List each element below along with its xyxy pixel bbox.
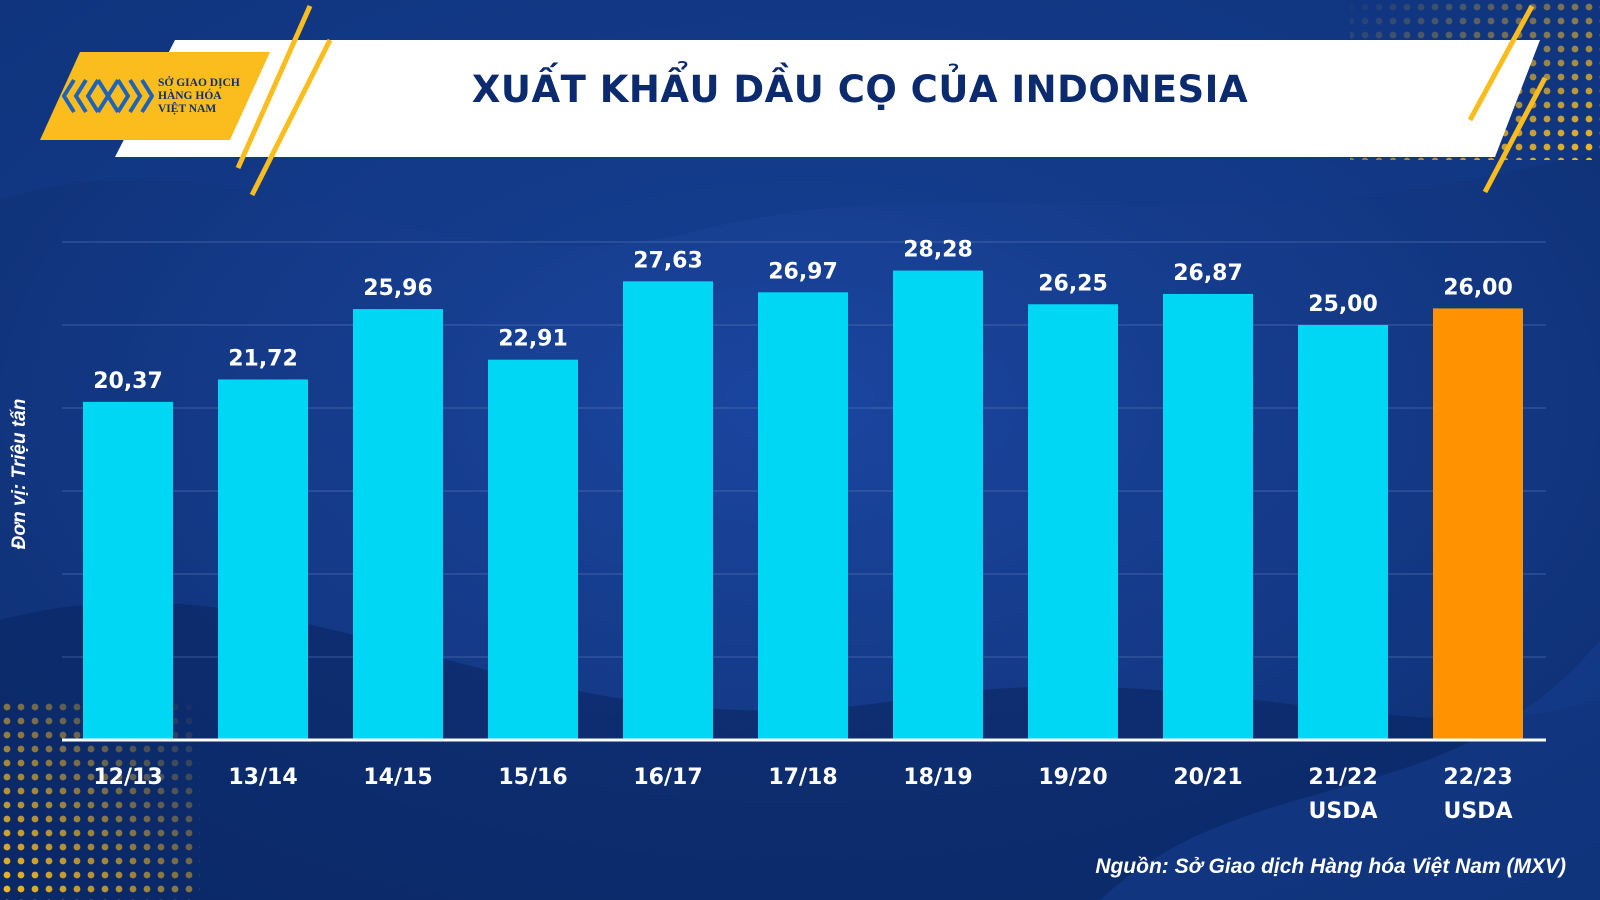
value-label: 28,28	[903, 238, 973, 263]
value-label: 25,96	[363, 276, 433, 301]
bar	[488, 359, 578, 740]
logo-yellow-panel	[40, 52, 270, 140]
bar	[1163, 293, 1253, 740]
value-label: 26,25	[1038, 271, 1108, 296]
category-label: 17/18	[768, 765, 837, 790]
mxv-logo: SỞ GIAO DỊCH HÀNG HÓA VIỆT NAM	[40, 52, 280, 140]
bar	[623, 281, 713, 740]
category-label: 22/23 USDA	[1443, 765, 1512, 824]
category-label: 16/17	[633, 765, 702, 790]
bar	[1433, 308, 1523, 740]
category-label: 13/14	[228, 765, 297, 790]
category-label: 12/13	[93, 765, 162, 790]
logo-chevron-icon	[62, 78, 154, 114]
value-label: 22,91	[498, 327, 568, 352]
category-labels: 12/13 13/14 14/15 15/16 16/17 17/18 18/19 19/20…	[93, 765, 1512, 824]
value-label: 21,72	[228, 346, 298, 371]
background-wave	[1100, 640, 1600, 900]
accent-stroke	[249, 38, 333, 197]
logo-line: SỞ GIAO DỊCH	[158, 76, 240, 89]
source-note: Nguồn: Sở Giao dịch Hàng hóa Việt Nam (M…	[1095, 855, 1566, 878]
value-label: 26,97	[768, 259, 838, 284]
value-label: 27,63	[633, 248, 703, 273]
bar	[758, 292, 848, 740]
banner-white-strip	[115, 40, 1540, 157]
value-label: 20,37	[93, 369, 163, 394]
accent-stroke	[235, 4, 313, 170]
bar	[218, 379, 308, 740]
value-label: 26,00	[1443, 275, 1513, 300]
category-label: 20/21	[1173, 765, 1242, 790]
category-label: 18/19	[903, 765, 972, 790]
category-label: 14/15	[363, 765, 432, 790]
page-title: XUẤT KHẨU DẦU CỌ CỦA INDONESIA	[471, 68, 1249, 111]
bar	[1298, 325, 1388, 740]
value-label: 26,87	[1173, 261, 1243, 286]
value-labels: 20,37 21,72 25,96 22,91 27,63 26,97 28,28 26,25…	[93, 238, 1513, 394]
bars	[83, 270, 1523, 740]
value-label: 25,00	[1308, 292, 1378, 317]
bar	[1028, 304, 1118, 740]
logo-line: HÀNG HÓA	[158, 89, 222, 102]
bar	[353, 309, 443, 740]
accent-stroke	[1482, 76, 1548, 194]
bar	[893, 270, 983, 740]
category-label: 19/20	[1038, 765, 1107, 790]
category-label: 15/16	[498, 765, 567, 790]
accent-stroke	[1467, 4, 1535, 122]
y-axis-unit-label: Đơn vị: Triệu tấn	[9, 398, 30, 550]
title-banner	[40, 4, 1548, 197]
bar	[83, 401, 173, 740]
logo-text: SỞ GIAO DỊCH HÀNG HÓA VIỆT NAM	[158, 77, 240, 116]
category-label: 21/22 USDA	[1308, 765, 1377, 824]
logo-line: VIỆT NAM	[158, 102, 217, 115]
